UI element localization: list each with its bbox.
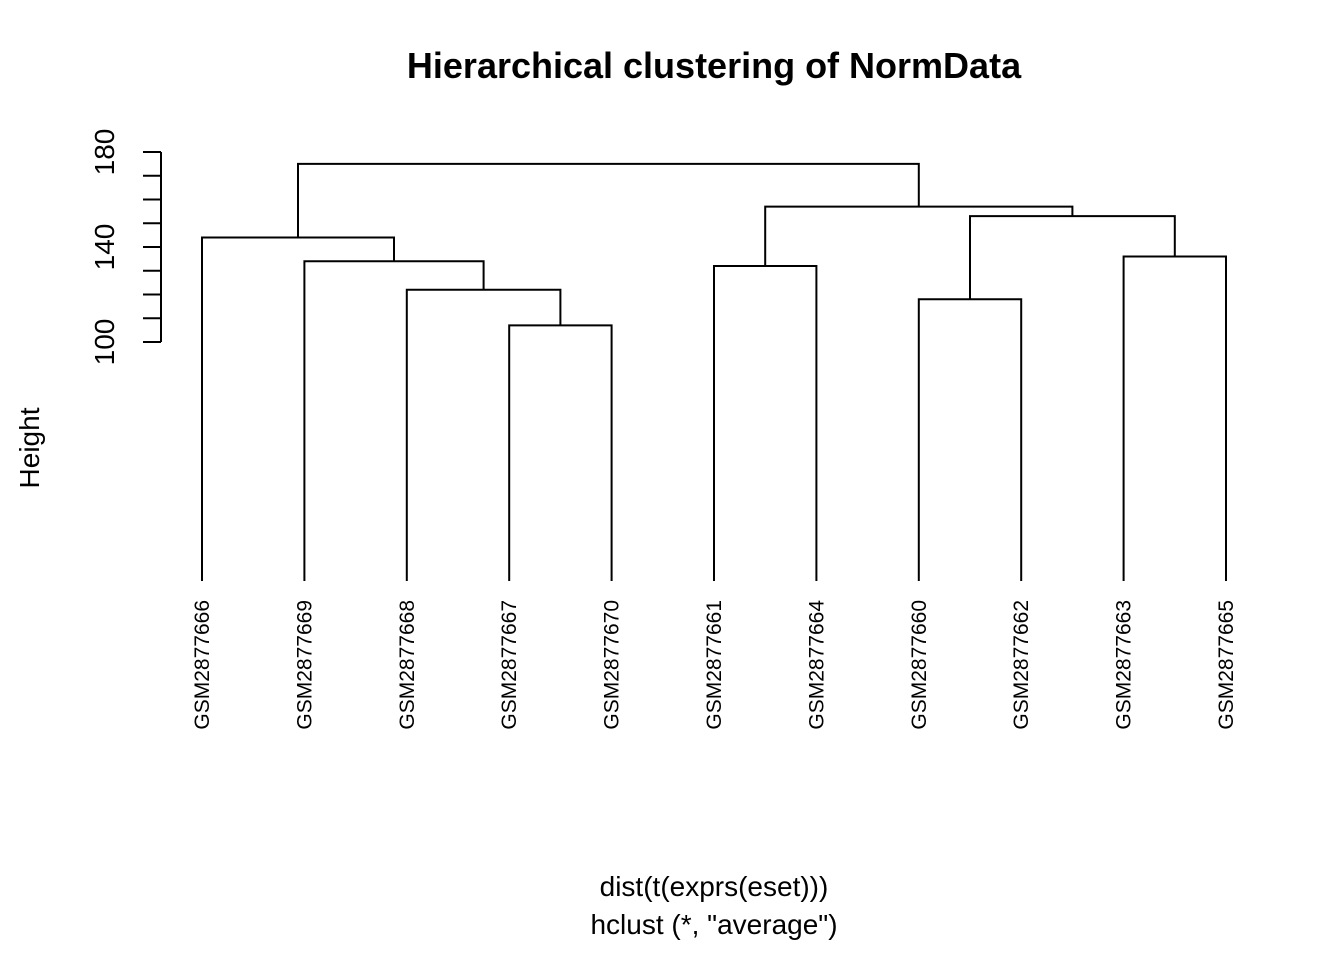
leaf-label: GSM2877662	[1010, 600, 1033, 730]
leaf-label: GSM2877664	[805, 600, 828, 730]
y-tick-label: 100	[89, 319, 120, 366]
merge-link	[201, 236, 395, 581]
leaf-label: GSM2877665	[1215, 600, 1238, 730]
leaf-label: GSM2877670	[601, 600, 624, 730]
leaf-label: GSM2877660	[908, 600, 931, 730]
leaf-labels: GSM2877666 GSM2877669 GSM2877668 GSM2877667…	[191, 600, 1238, 730]
leaf-label: GSM2877666	[191, 600, 214, 730]
x-axis-label: dist(t(exprs(eset)))	[600, 871, 829, 902]
merge-link	[297, 162, 920, 238]
merge-link	[1122, 255, 1227, 581]
merge-link	[969, 215, 1176, 300]
chart-title: Hierarchical clustering of NormData	[407, 45, 1022, 86]
leaf-label: GSM2877667	[498, 600, 521, 730]
merge-link	[405, 288, 562, 581]
y-axis: 100 140 180	[89, 129, 162, 366]
merge-link	[917, 298, 1023, 581]
leaf-label: GSM2877668	[396, 600, 419, 730]
dendrogram-tree	[201, 162, 1227, 581]
y-axis-label: Height	[14, 407, 45, 488]
merge-link	[713, 265, 818, 581]
y-tick-label: 140	[89, 224, 120, 271]
merge-link	[508, 324, 613, 581]
leaf-label: GSM2877661	[703, 600, 726, 730]
leaf-label: GSM2877669	[293, 600, 316, 730]
leaf-label: GSM2877663	[1113, 600, 1136, 730]
merge-link	[303, 260, 485, 581]
method-label: hclust (*, "average")	[590, 909, 837, 940]
y-tick-label: 180	[89, 129, 120, 176]
